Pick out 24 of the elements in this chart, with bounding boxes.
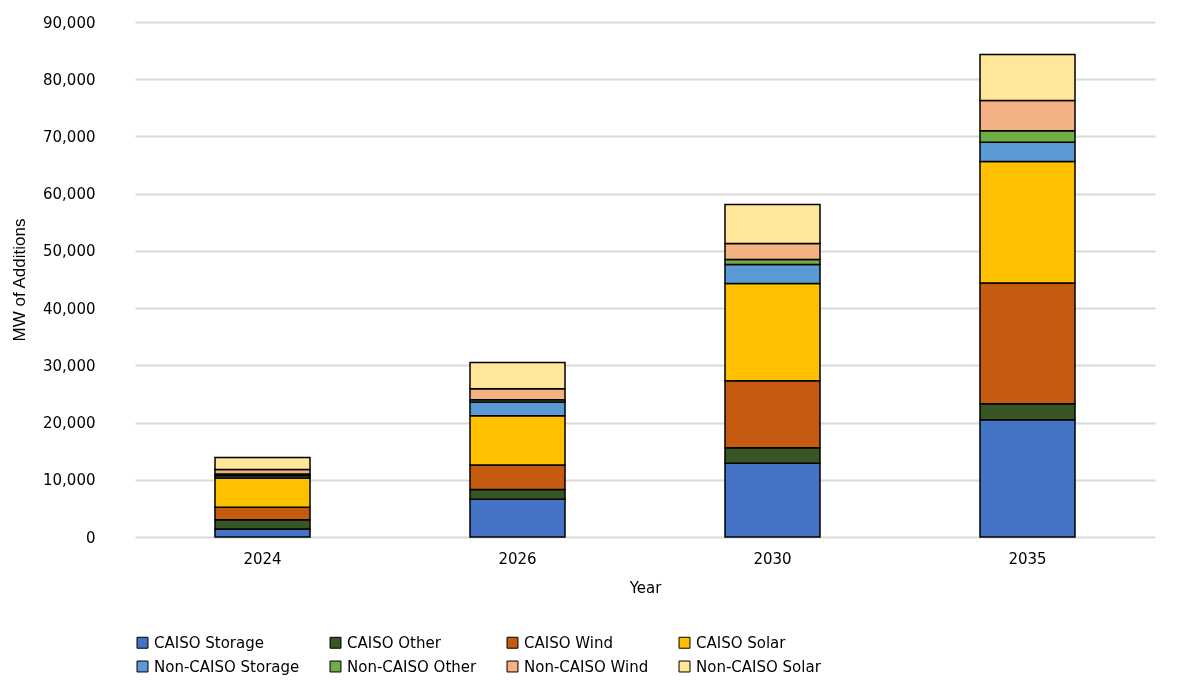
y-tick-label: 90,000 xyxy=(43,13,96,32)
y-tick-label: 0 xyxy=(85,528,96,547)
y-axis-title: MW of Additions xyxy=(10,218,30,342)
legend-label: CAISO Wind xyxy=(524,633,613,652)
x-tick-label: 2035 xyxy=(1008,549,1047,568)
legend-label: Non-CAISO Wind xyxy=(524,657,649,676)
legend-label: CAISO Solar xyxy=(696,633,787,652)
y-tick-label: 70,000 xyxy=(43,127,96,146)
legend-label: Non-CAISO Storage xyxy=(154,657,300,676)
y-tick-label: 80,000 xyxy=(43,70,96,89)
x-tick-label: 2026 xyxy=(498,549,537,568)
x-tick-label: 2030 xyxy=(753,549,792,568)
legend-label: Non-CAISO Other xyxy=(347,657,477,676)
x-axis-title: Year xyxy=(628,578,663,597)
y-tick-label: 10,000 xyxy=(43,471,96,490)
y-tick-label: 40,000 xyxy=(43,299,96,318)
y-tick-label: 60,000 xyxy=(43,185,96,204)
legend-label: Non-CAISO Solar xyxy=(696,657,822,676)
y-tick-label: 20,000 xyxy=(43,414,96,433)
legend-label: CAISO Other xyxy=(347,633,442,652)
legend-label: CAISO Storage xyxy=(154,633,264,652)
y-tick-label: 30,000 xyxy=(43,356,96,375)
y-tick-label: 50,000 xyxy=(43,242,96,261)
x-tick-label: 2024 xyxy=(243,549,282,568)
